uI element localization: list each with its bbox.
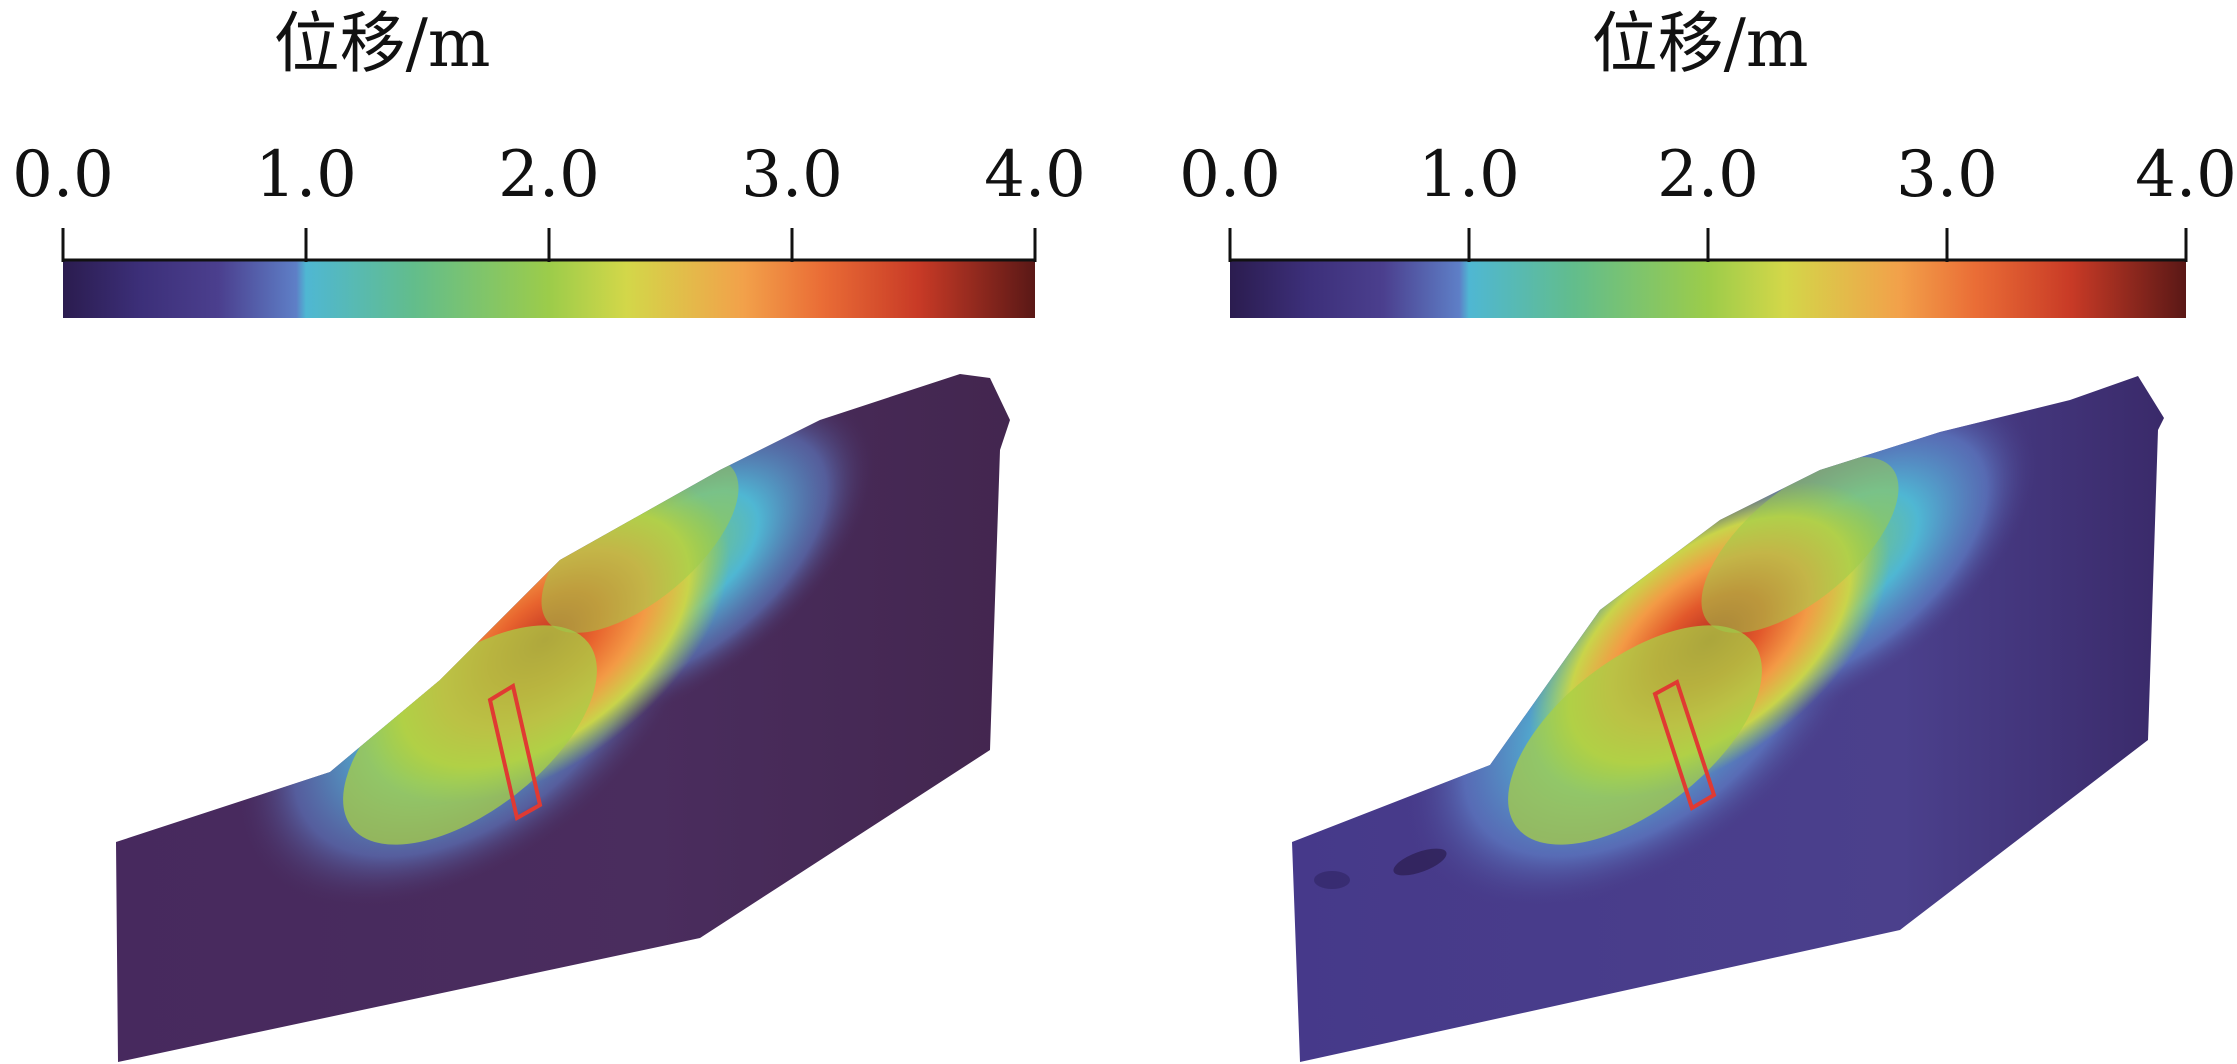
left-slope-model [116,374,1010,1062]
right-colorbar-gradient [1230,260,2186,318]
right-colorbar-tick-label: 4.0 [2135,138,2237,212]
right-colorbar: 0.0 1.0 2.0 3.0 4.0 [1179,138,2237,318]
left-colorbar-ticks: 0.0 1.0 2.0 3.0 4.0 [12,138,1086,262]
right-colorbar-ticks: 0.0 1.0 2.0 3.0 4.0 [1179,138,2237,262]
left-colorbar-gradient [63,260,1035,318]
right-colorbar-title: 位移/m [1592,5,1809,82]
left-colorbar-tick-label: 2.0 [498,138,600,212]
right-panel: 位移/m 0.0 1.0 2.0 3.0 4.0 [1179,5,2237,1062]
left-colorbar-tick-label: 0.0 [12,138,114,212]
right-colorbar-tick-label: 0.0 [1179,138,1281,212]
right-colorbar-tick-label: 2.0 [1657,138,1759,212]
right-colorbar-tick-label: 3.0 [1896,138,1998,212]
right-red-marker [1652,679,1717,811]
left-colorbar: 0.0 1.0 2.0 3.0 4.0 [12,138,1086,318]
left-red-marker [487,682,543,822]
left-colorbar-title: 位移/m [274,5,491,82]
right-toe-depression [1393,848,1447,876]
left-displacement-field [235,389,876,909]
left-panel: 位移/m 0.0 1.0 2.0 3.0 4.0 [12,5,1086,1062]
right-colorbar-tick-label: 1.0 [1418,138,1520,212]
left-colorbar-tick-label: 3.0 [741,138,843,212]
right-slope-model [1292,376,2164,1062]
left-colorbar-tick-label: 4.0 [984,138,1086,212]
left-colorbar-tick-label: 1.0 [255,138,357,212]
